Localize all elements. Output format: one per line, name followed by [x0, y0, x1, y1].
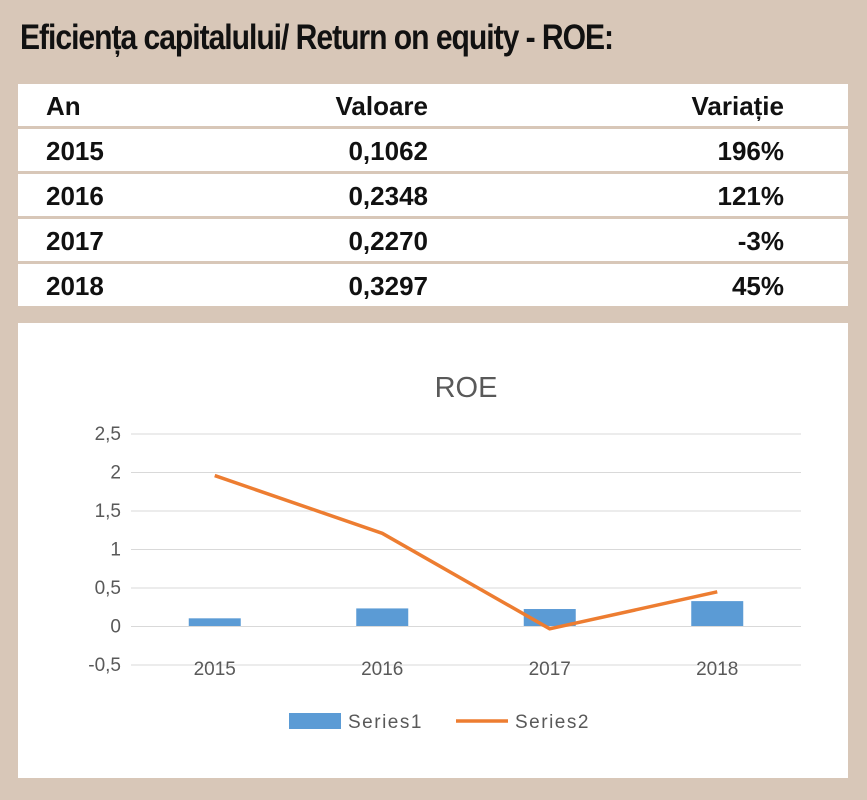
x-tick-label: 2016 [361, 659, 403, 680]
table-row: 2016 0,2348 121% [18, 174, 848, 216]
table-header-row: An Valoare Variație [18, 84, 848, 126]
table-row: 2017 0,2270 -3% [18, 219, 848, 261]
roe-chart: ROE -0,5 0 0,5 1 1,5 2 2,5 2015 2016 2017 2018 Serie… [18, 323, 848, 778]
variation-cell: 196% [717, 136, 785, 166]
bar-series1 [356, 608, 409, 627]
y-tick-label: 0,5 [95, 578, 121, 599]
year-cell: 2016 [46, 181, 104, 211]
value-cell: 0,3297 [348, 271, 428, 301]
y-tick-label: 2 [110, 463, 121, 484]
table-row: 2015 0,1062 196% [18, 129, 848, 171]
bar-series1 [188, 618, 241, 627]
variation-cell: -3% [737, 226, 784, 256]
y-tick-label: 1 [110, 540, 121, 561]
year-cell: 2015 [46, 136, 104, 166]
variation-cell: 121% [717, 181, 785, 211]
page-title: Eficiența capitalului/ Return on equity … [20, 18, 614, 57]
roe-table: An Valoare Variație 2015 0,1062 196% 201… [18, 84, 848, 309]
x-tick-label: 2017 [529, 659, 571, 680]
year-cell: 2017 [46, 226, 104, 256]
header-variatie: Variație [691, 91, 784, 121]
header-an: An [46, 91, 81, 121]
table-row: 2018 0,3297 45% [18, 264, 848, 306]
legend-label-series1: Series1 [348, 712, 423, 733]
header-valoare: Valoare [335, 91, 428, 121]
legend-label-series2: Series2 [515, 712, 590, 733]
y-tick-label: 2,5 [95, 424, 121, 445]
chart-svg: ROE -0,5 0 0,5 1 1,5 2 2,5 2015 2016 2017 2018 Serie… [88, 372, 801, 733]
value-cell: 0,1062 [348, 136, 428, 166]
x-tick-label: 2015 [194, 659, 236, 680]
legend-swatch-series1 [289, 713, 341, 729]
y-tick-label: 0 [110, 617, 121, 638]
y-tick-label: -0,5 [88, 655, 121, 676]
y-tick-label: 1,5 [95, 501, 121, 522]
line-series2 [214, 473, 718, 631]
value-cell: 0,2348 [348, 181, 428, 211]
x-tick-label: 2018 [696, 659, 738, 680]
value-cell: 0,2270 [348, 226, 428, 256]
chart-title: ROE [435, 372, 498, 404]
variation-cell: 45% [731, 271, 784, 301]
bar-series1 [691, 601, 744, 627]
year-cell: 2018 [46, 271, 104, 301]
